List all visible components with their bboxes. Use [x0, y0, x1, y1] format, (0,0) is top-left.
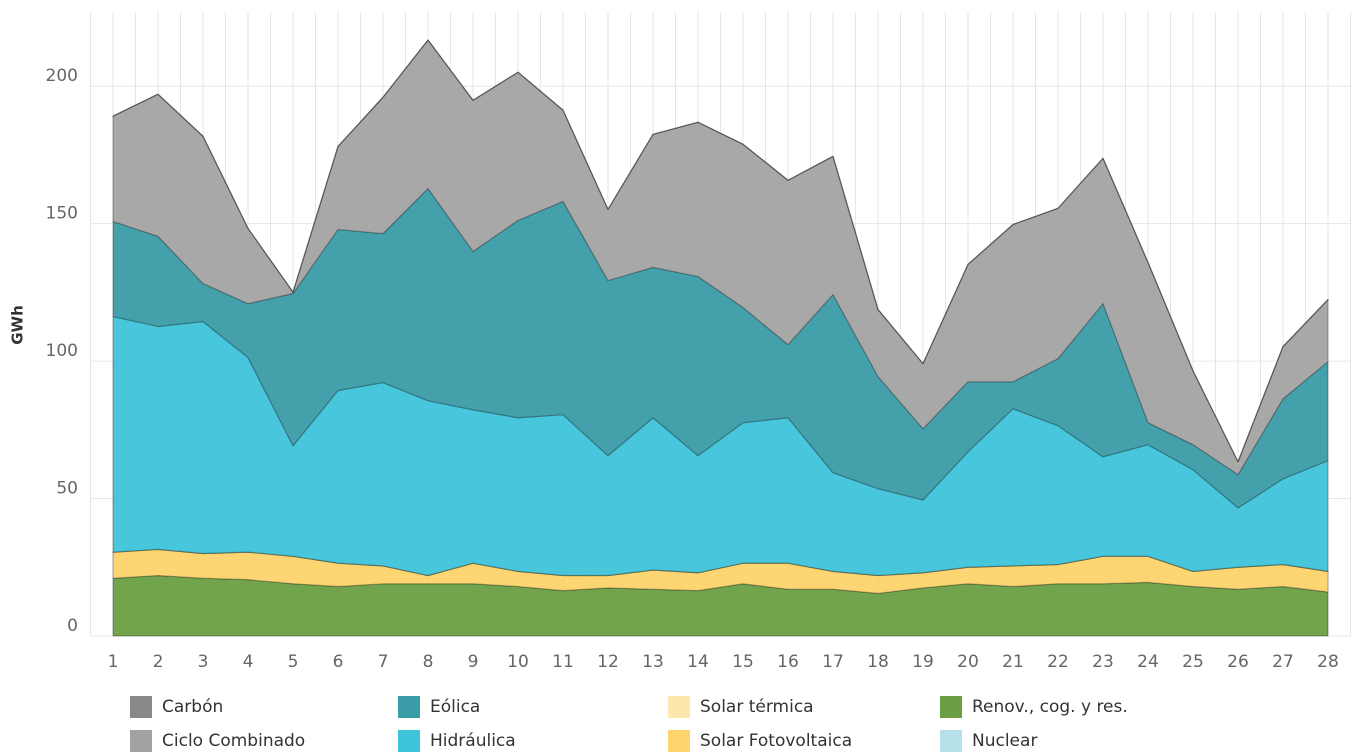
legend-swatch — [668, 730, 690, 752]
y-tick-label: 150 — [46, 204, 78, 224]
x-tick-label: 7 — [378, 652, 389, 672]
y-axis-label: GWh — [9, 305, 27, 345]
x-tick-label: 2 — [153, 652, 164, 672]
x-tick-label: 23 — [1092, 652, 1114, 672]
area — [112, 39, 1329, 463]
y-tick-label: 50 — [56, 479, 78, 499]
area — [112, 548, 1329, 577]
x-tick-label: 27 — [1272, 652, 1294, 672]
x-tick-label: 18 — [867, 652, 889, 672]
x-tick-label: 26 — [1227, 652, 1249, 672]
x-tick-label: 16 — [777, 652, 799, 672]
area — [112, 187, 1329, 509]
x-tick-label: 1 — [108, 652, 119, 672]
x-tick-label: 14 — [687, 652, 709, 672]
area — [112, 39, 1329, 476]
legend-swatch — [130, 696, 152, 718]
x-tick-label: 5 — [288, 652, 299, 672]
legend-label: Eólica — [430, 697, 480, 717]
legend-swatch — [668, 696, 690, 718]
x-tick-label: 8 — [423, 652, 434, 672]
legend-label: Solar Fotovoltaica — [700, 731, 852, 751]
x-tick-label: 13 — [642, 652, 664, 672]
x-tick-label: 19 — [912, 652, 934, 672]
legend-swatch — [398, 696, 420, 718]
legend-label: Hidráulica — [430, 731, 516, 751]
legend-label: Ciclo Combinado — [162, 731, 305, 751]
x-tick-label: 11 — [552, 652, 574, 672]
x-tick-label: 6 — [333, 652, 344, 672]
legend-swatch — [940, 730, 962, 752]
x-tick-label: 17 — [822, 652, 844, 672]
y-tick-label: 100 — [46, 341, 78, 361]
x-tick-label: 3 — [198, 652, 209, 672]
x-tick-label: 22 — [1047, 652, 1069, 672]
x-tick-label: 24 — [1137, 652, 1159, 672]
y-tick-label: 0 — [67, 616, 78, 636]
x-tick-label: 10 — [507, 652, 529, 672]
area — [112, 39, 1329, 463]
legend-swatch — [398, 730, 420, 752]
legend-label: Nuclear — [972, 731, 1037, 751]
x-tick-label: 28 — [1317, 652, 1339, 672]
legend-swatch — [130, 730, 152, 752]
legend-label: Renov., cog. y res. — [972, 697, 1128, 717]
x-tick-label: 25 — [1182, 652, 1204, 672]
x-tick-label: 9 — [468, 652, 479, 672]
legend-label: Solar térmica — [700, 697, 814, 717]
legend-swatch — [940, 696, 962, 718]
area — [112, 574, 1329, 637]
x-tick-label: 15 — [732, 652, 754, 672]
x-tick-label: 4 — [243, 652, 254, 672]
x-tick-label: 21 — [1002, 652, 1024, 672]
x-tick-label: 20 — [957, 652, 979, 672]
x-tick-label: 12 — [597, 652, 619, 672]
legend-label: Carbón — [162, 697, 223, 717]
y-tick-label: 200 — [46, 66, 78, 86]
